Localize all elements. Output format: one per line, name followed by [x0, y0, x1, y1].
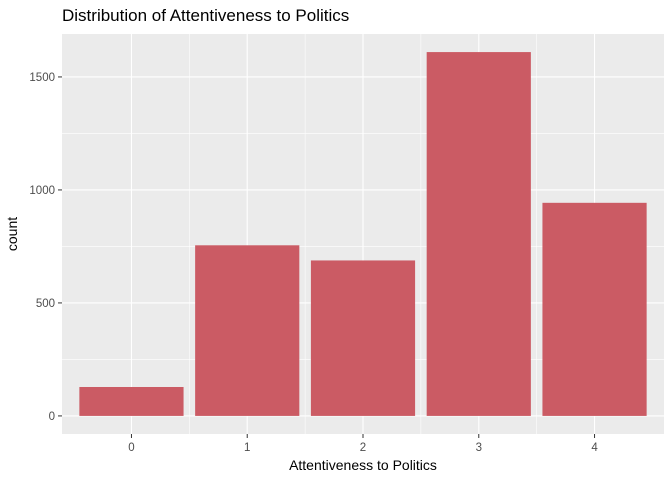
y-tick-label: 0	[49, 411, 55, 423]
x-tick-label: 1	[244, 442, 250, 454]
bar-4	[542, 202, 647, 416]
bars	[79, 52, 647, 416]
bar-0	[79, 386, 184, 416]
y-tick-label: 500	[36, 298, 55, 310]
bar-2	[310, 260, 416, 416]
x-tick-label: 2	[360, 442, 366, 454]
y-axis-title: count	[4, 217, 20, 251]
y-tick-label: 1500	[29, 72, 55, 84]
chart-title: Distribution of Attentiveness to Politic…	[62, 6, 350, 25]
y-axis: 0 500 1000 1500	[29, 72, 62, 423]
bar-1	[195, 245, 300, 416]
bar-3	[426, 52, 531, 416]
x-axis-title: Attentiveness to Politics	[289, 457, 437, 473]
x-tick-label: 3	[476, 442, 482, 454]
y-tick-label: 1000	[29, 185, 55, 197]
x-axis: 0 1 2 3 4	[128, 434, 598, 454]
x-tick-label: 4	[591, 442, 598, 454]
x-tick-label: 0	[128, 442, 134, 454]
